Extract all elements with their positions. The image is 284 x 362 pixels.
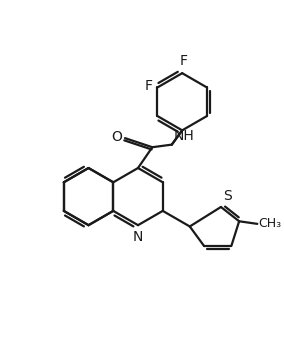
- Text: CH₃: CH₃: [259, 217, 282, 230]
- Text: N: N: [133, 230, 143, 244]
- Text: F: F: [145, 79, 153, 93]
- Text: S: S: [223, 189, 232, 203]
- Text: O: O: [111, 130, 122, 144]
- Text: NH: NH: [174, 129, 195, 143]
- Text: F: F: [179, 55, 187, 68]
